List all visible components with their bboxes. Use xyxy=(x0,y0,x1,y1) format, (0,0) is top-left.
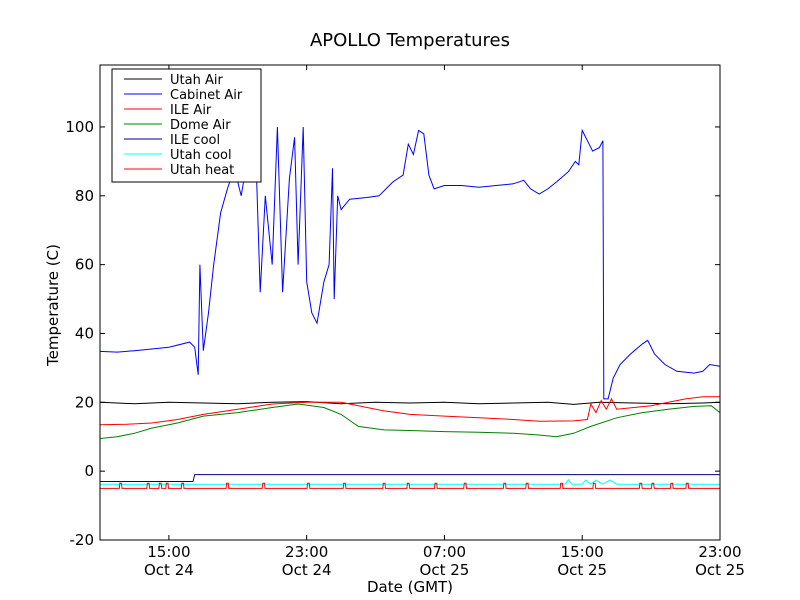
x-tick-label-time: 15:00 xyxy=(561,543,604,561)
series-layer xyxy=(100,126,720,489)
y-tick-label: 20 xyxy=(75,393,94,411)
series-line-3 xyxy=(100,403,720,439)
y-axis-label: Temperature (C) xyxy=(44,244,62,367)
x-tick-label-date: Oct 24 xyxy=(144,561,194,579)
plot-frame xyxy=(99,64,721,541)
series-line-6 xyxy=(100,482,720,489)
x-tick-label-time: 07:00 xyxy=(423,543,466,561)
x-tick-label-time: 23:00 xyxy=(285,543,328,561)
legend-label-2: ILE Air xyxy=(170,103,212,118)
series-line-4 xyxy=(100,474,720,482)
x-tick-label-date: Oct 25 xyxy=(695,561,745,579)
y-tick-label: 0 xyxy=(84,462,94,480)
series-line-1 xyxy=(100,126,720,400)
legend-label-3: Dome Air xyxy=(170,118,231,133)
y-tick-label: 80 xyxy=(75,187,94,205)
legend-box xyxy=(111,68,262,183)
chart-title: APOLLO Temperatures xyxy=(310,30,510,51)
legend-label-6: Utah heat xyxy=(170,163,234,178)
x-tick-label-time: 15:00 xyxy=(147,543,190,561)
x-tick-label-date: Oct 25 xyxy=(420,561,470,579)
y-tick-label: 100 xyxy=(65,118,94,136)
y-tick-label: 40 xyxy=(75,324,94,342)
legend-label-5: Utah cool xyxy=(170,148,232,163)
series-line-2 xyxy=(100,396,720,426)
x-tick-label-time: 23:00 xyxy=(698,543,741,561)
x-axis-label: Date (GMT) xyxy=(367,578,453,596)
series-line-5 xyxy=(100,478,720,485)
y-tick-label: -20 xyxy=(70,531,95,549)
legend-label-1: Cabinet Air xyxy=(170,88,243,103)
legend-label-0: Utah Air xyxy=(170,73,223,88)
y-tick-label: 60 xyxy=(75,256,94,274)
x-tick-label-date: Oct 24 xyxy=(282,561,332,579)
series-line-0 xyxy=(100,401,720,405)
legend-label-4: ILE cool xyxy=(170,133,220,148)
x-tick-label-date: Oct 25 xyxy=(557,561,607,579)
